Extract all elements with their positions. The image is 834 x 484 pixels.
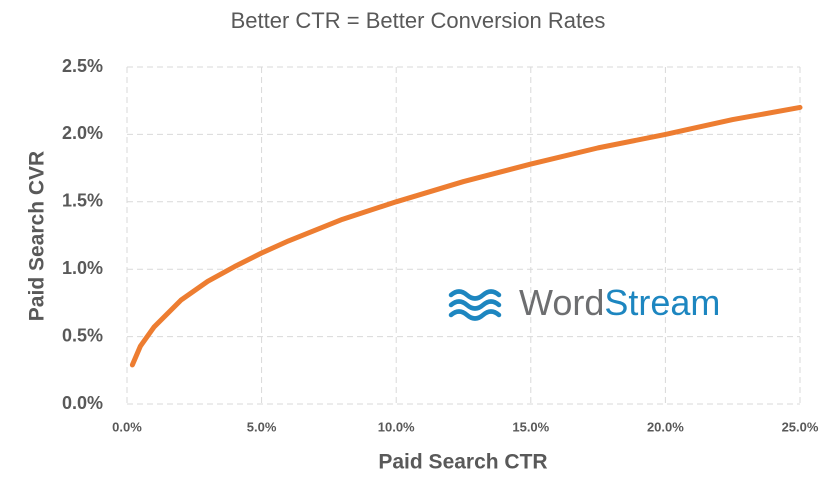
x-tick-label: 25.0%	[782, 419, 819, 434]
chart-title: Better CTR = Better Conversion Rates	[231, 8, 606, 33]
watermark-stream: Stream	[604, 282, 720, 323]
y-tick-label: 0.5%	[62, 325, 103, 345]
x-tick-label: 5.0%	[247, 419, 277, 434]
watermark: WordStream	[519, 282, 720, 323]
x-axis-title: Paid Search CTR	[378, 451, 547, 474]
x-tick-label: 20.0%	[647, 419, 684, 434]
y-tick-label: 0.0%	[62, 393, 103, 413]
y-axis-title: Paid Search CVR	[26, 151, 49, 321]
x-tick-label: 15.0%	[512, 419, 549, 434]
y-tick-label: 1.0%	[62, 258, 103, 278]
watermark-icon	[448, 289, 502, 321]
y-tick-label: 2.5%	[62, 56, 103, 76]
line	[129, 104, 803, 368]
y-tick-label: 1.5%	[62, 191, 103, 211]
watermark-word: Word	[519, 282, 604, 323]
x-tick-label: 10.0%	[378, 419, 415, 434]
x-tick-label: 0.0%	[112, 419, 142, 434]
y-tick-label: 2.0%	[62, 123, 103, 143]
